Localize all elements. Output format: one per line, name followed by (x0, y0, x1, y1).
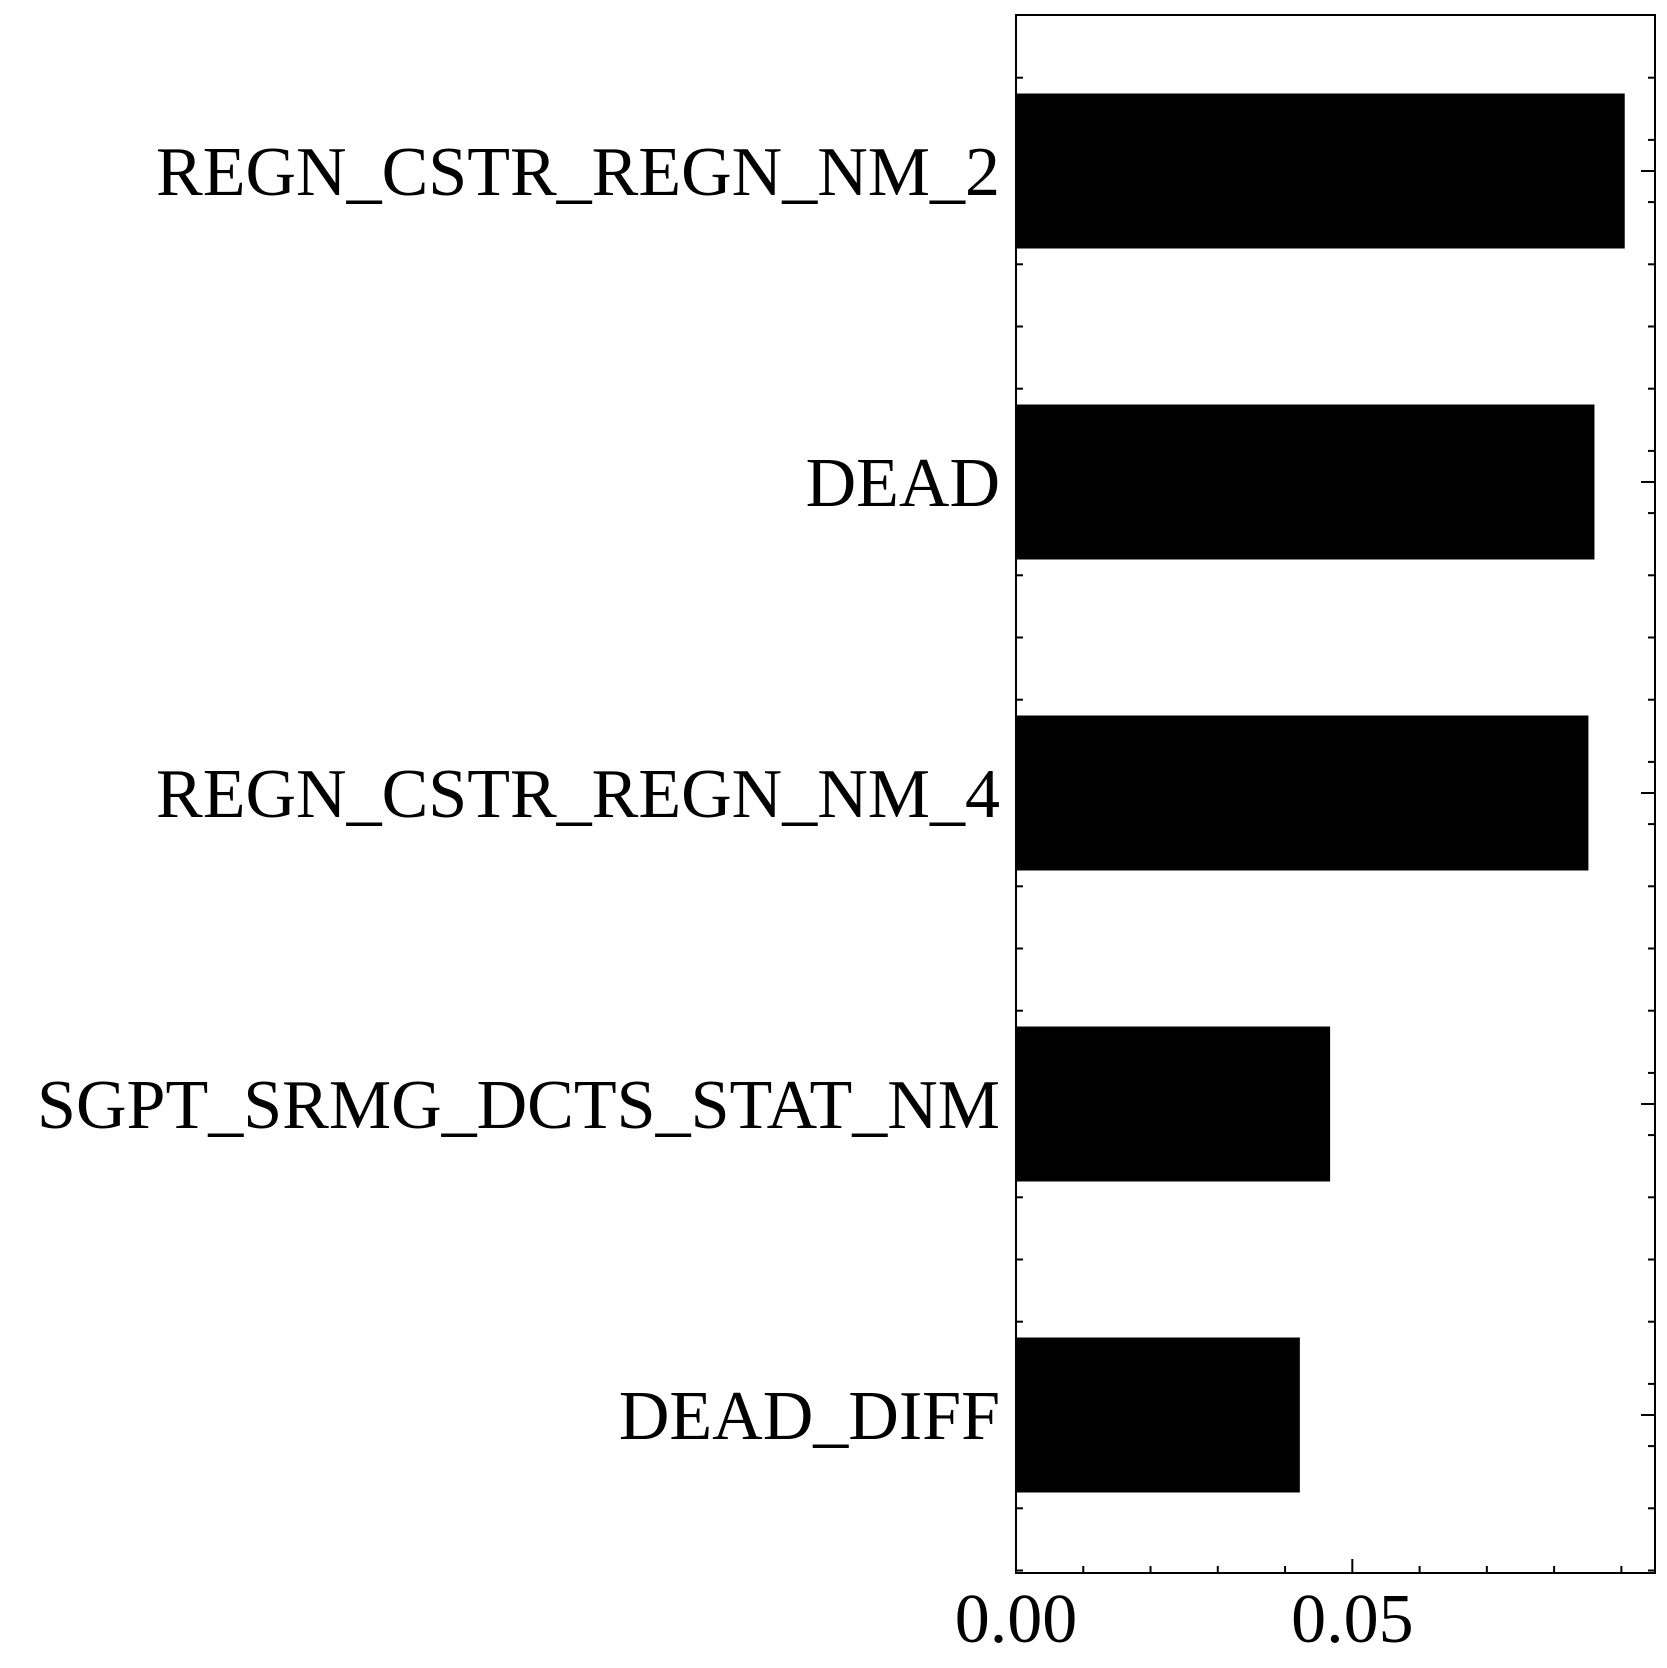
y-tick-label: REGN_CSTR_REGN_NM_4 (156, 756, 1000, 833)
y-tick-label: DEAD (806, 445, 1000, 522)
x-tick-label: 0.00 (955, 1581, 1078, 1658)
x-tick-label: 0.05 (1291, 1581, 1414, 1658)
bar-3 (1016, 1026, 1331, 1182)
y-tick-label: REGN_CSTR_REGN_NM_2 (156, 134, 1000, 211)
bar-0 (1016, 93, 1625, 249)
bar-4 (1016, 1337, 1300, 1493)
y-tick-label: SGPT_SRMG_DCTS_STAT_NM (37, 1067, 1000, 1144)
bars-group (1016, 93, 1625, 1493)
tick-labels: REGN_CSTR_REGN_NM_2 DEAD REGN_CSTR_REGN_NM… (37, 134, 1414, 1658)
bar-2 (1016, 715, 1589, 871)
bar-1 (1016, 404, 1595, 560)
plot-frame (1015, 14, 1656, 1574)
y-tick-label: DEAD_DIFF (619, 1378, 1000, 1455)
